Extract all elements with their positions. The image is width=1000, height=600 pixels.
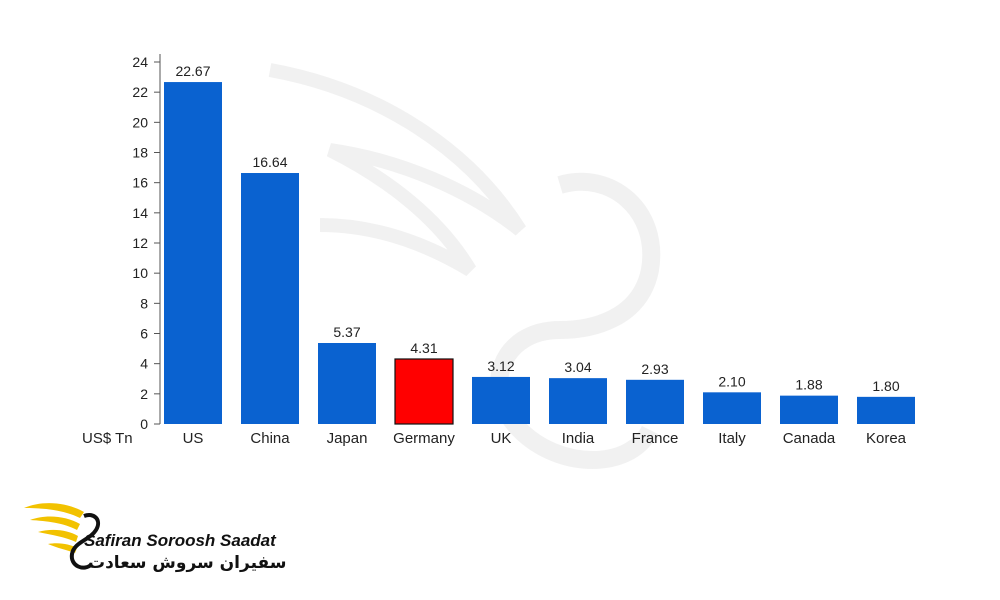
y-tick-label: 24 [132, 54, 148, 70]
category-label-uk: UK [491, 430, 512, 447]
y-tick-label: 0 [140, 416, 148, 432]
bar-france [626, 379, 684, 424]
bar-canada [780, 395, 838, 424]
bar-china [241, 173, 299, 424]
y-tick-label: 8 [140, 295, 148, 311]
bar-italy [703, 392, 761, 424]
category-label-china: China [250, 430, 290, 447]
y-tick-label: 2 [140, 386, 148, 402]
logo-text-english: Safiran Soroosh Saadat [84, 531, 276, 550]
value-label-china: 16.64 [252, 154, 287, 170]
bar-japan [318, 343, 376, 424]
bar-germany [394, 358, 454, 425]
unit-label: US$ Tn [82, 430, 133, 447]
bar-uk [472, 376, 530, 424]
value-label-korea: 1.80 [872, 378, 899, 394]
y-tick-label: 6 [140, 326, 148, 342]
y-tick-label: 22 [132, 84, 148, 100]
bar-india [549, 378, 607, 424]
y-tick-label: 14 [132, 205, 148, 221]
y-tick-label: 18 [132, 145, 148, 161]
category-label-italy: Italy [718, 430, 746, 447]
category-label-france: France [632, 430, 679, 447]
value-label-germany: 4.31 [410, 340, 437, 356]
value-label-italy: 2.10 [718, 373, 745, 389]
category-label-germany: Germany [393, 430, 455, 447]
value-label-us: 22.67 [175, 63, 210, 79]
category-label-us: US [183, 430, 204, 447]
category-label-japan: Japan [327, 430, 368, 447]
y-tick-label: 20 [132, 114, 148, 130]
value-label-india: 3.04 [564, 359, 591, 375]
watermark-bird [268, 63, 661, 469]
y-tick-label: 16 [132, 175, 148, 191]
value-label-uk: 3.12 [487, 358, 514, 374]
value-label-canada: 1.88 [795, 377, 822, 393]
y-tick-label: 4 [140, 356, 148, 372]
value-label-france: 2.93 [641, 361, 668, 377]
bar-us [164, 82, 222, 424]
y-tick-label: 10 [132, 265, 148, 281]
category-label-korea: Korea [866, 430, 907, 447]
labels: 22.67 US 16.64 China 5.37 Japan 4.31 Germany 3.1… [175, 63, 906, 447]
bar-korea [857, 396, 915, 424]
category-label-india: India [562, 430, 595, 447]
logo-wing-icon [24, 503, 101, 570]
logo-text-persian: سفیران سروش سعادت [88, 553, 287, 573]
bars [164, 82, 915, 425]
category-label-canada: Canada [783, 430, 836, 447]
value-label-japan: 5.37 [333, 324, 360, 340]
y-tick-label: 12 [132, 235, 148, 251]
